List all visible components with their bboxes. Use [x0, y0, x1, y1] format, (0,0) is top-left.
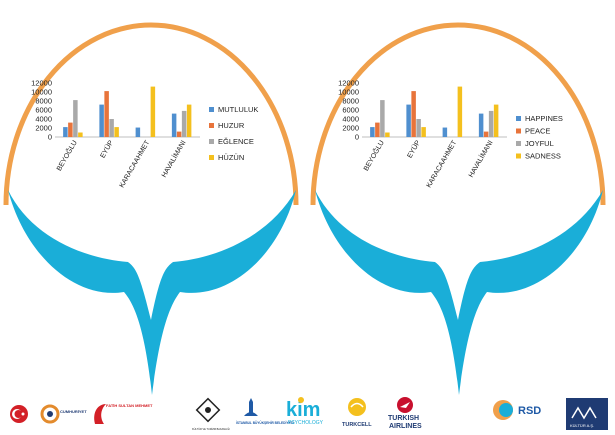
bar — [421, 127, 426, 137]
right-panel-decoration — [310, 22, 606, 395]
legend-swatch — [209, 107, 214, 112]
legend-label: JOYFUL — [525, 139, 554, 148]
bar — [150, 86, 156, 137]
right-arc — [310, 22, 606, 206]
logo-text-turkcell: TURKCELL — [342, 422, 372, 428]
legend-label: HUZUR — [218, 121, 245, 130]
y-tick-label: 0 — [355, 133, 359, 142]
logo-text-turkish: TURKISH — [388, 415, 419, 422]
bar — [406, 104, 411, 137]
bar — [488, 110, 494, 137]
y-tick-label: 6000 — [342, 106, 359, 115]
legend-swatch — [209, 155, 214, 160]
bar — [457, 86, 463, 137]
bar — [68, 122, 73, 137]
legend-swatch — [209, 139, 214, 144]
legend-swatch — [516, 116, 521, 121]
bar — [375, 122, 380, 137]
logo-text-cumhuriyet: CUMHURİYET — [60, 409, 87, 414]
bar — [478, 113, 484, 137]
bar — [370, 127, 375, 137]
legend-swatch — [516, 141, 521, 146]
bar — [181, 110, 187, 137]
logo-text-ibb: İSTANBUL BÜYÜKŞEHİR BELEDİYESİ — [236, 420, 294, 425]
circle-logo-icon: CUMHURİYET — [40, 404, 87, 424]
legend-label: HÜZÜN — [218, 153, 244, 162]
ministry-emblem-icon: KÜLTÜR VE TURİZM BAKANLIĞI — [192, 397, 230, 431]
legend-swatch — [516, 153, 521, 159]
y-tick-label: 10000 — [31, 88, 52, 97]
left-bird-shape — [8, 190, 296, 395]
turkish-airlines-logo-icon: TURKISH AIRLINES — [388, 397, 422, 430]
y-tick-label: 6000 — [35, 106, 52, 115]
logo-text-rsd: RSD — [518, 405, 541, 417]
bar — [171, 113, 177, 137]
x-tick-label: HAVALİMANI — [159, 138, 188, 178]
bar — [483, 131, 489, 137]
x-tick-label: EYÜP — [99, 139, 116, 160]
logo-text-ministry: KÜLTÜR VE TURİZM BAKANLIĞI — [192, 428, 230, 431]
bar — [380, 100, 385, 137]
bar — [78, 132, 83, 137]
legend-swatch — [209, 123, 214, 128]
kim-logo-icon: kim PSYCHOLOGY — [286, 397, 324, 426]
legend-label: EĞLENCE — [218, 137, 254, 146]
bar — [104, 91, 109, 137]
sponsor-logos-bar: CUMHURİYET FATİH SULTAN MEHMET KÜLTÜR VE… — [10, 397, 608, 431]
y-tick-label: 2000 — [342, 124, 359, 133]
kultur-as-logo-icon: KÜLTÜR A.Ş. — [566, 398, 608, 430]
bar — [416, 119, 421, 137]
y-tick-label: 12000 — [31, 79, 52, 88]
bar — [493, 104, 499, 137]
bar — [442, 127, 448, 137]
x-tick-label: EYÜP — [406, 139, 423, 160]
legend-swatch — [516, 128, 521, 134]
bar — [99, 104, 104, 137]
right-bird-shape — [315, 190, 603, 395]
legend-label: SADNESS — [525, 152, 561, 161]
bar — [385, 132, 390, 137]
bar — [135, 127, 141, 137]
x-tick-label: HAVALİMANI — [466, 138, 495, 178]
legend-label: HAPPINES — [525, 114, 563, 123]
fatih-logo-icon: FATİH SULTAN MEHMET — [94, 403, 153, 424]
bar — [114, 127, 119, 137]
y-tick-label: 4000 — [342, 115, 359, 124]
rsd-logo-icon: RSD — [493, 400, 541, 420]
x-tick-label: KARACAAHMET — [426, 139, 459, 189]
logo-text-kim: kim — [286, 399, 320, 421]
logo-text-airlines: AIRLINES — [389, 423, 422, 430]
bar — [411, 91, 416, 137]
bar — [176, 131, 182, 137]
y-tick-label: 8000 — [342, 97, 359, 106]
legend-label: MUTLULUK — [218, 105, 258, 114]
left-panel-decoration — [3, 22, 299, 395]
logo-text-fatih: FATİH SULTAN MEHMET — [106, 403, 153, 408]
bar — [63, 127, 68, 137]
x-tick-label: BEYOĞLU — [361, 139, 386, 173]
y-tick-label: 4000 — [35, 115, 52, 124]
y-tick-label: 10000 — [338, 88, 359, 97]
x-tick-label: BEYOĞLU — [54, 139, 79, 173]
bar — [73, 100, 78, 137]
y-tick-label: 2000 — [35, 124, 52, 133]
left-arc — [3, 22, 299, 206]
bar — [109, 119, 114, 137]
y-tick-label: 0 — [48, 133, 52, 142]
ibb-logo-icon: İSTANBUL BÜYÜKŞEHİR BELEDİYESİ — [236, 398, 294, 425]
legend-label: PEACE — [525, 127, 550, 136]
bar — [186, 104, 192, 137]
y-tick-label: 12000 — [338, 79, 359, 88]
tr-flag-emblem-icon — [10, 405, 28, 423]
x-tick-label: KARACAAHMET — [119, 139, 152, 189]
y-tick-label: 8000 — [35, 97, 52, 106]
logo-text-kultur: KÜLTÜR A.Ş. — [570, 423, 594, 428]
turkcell-logo-icon: TURKCELL — [342, 398, 372, 428]
logo-text-psychology: PSYCHOLOGY — [288, 420, 324, 426]
